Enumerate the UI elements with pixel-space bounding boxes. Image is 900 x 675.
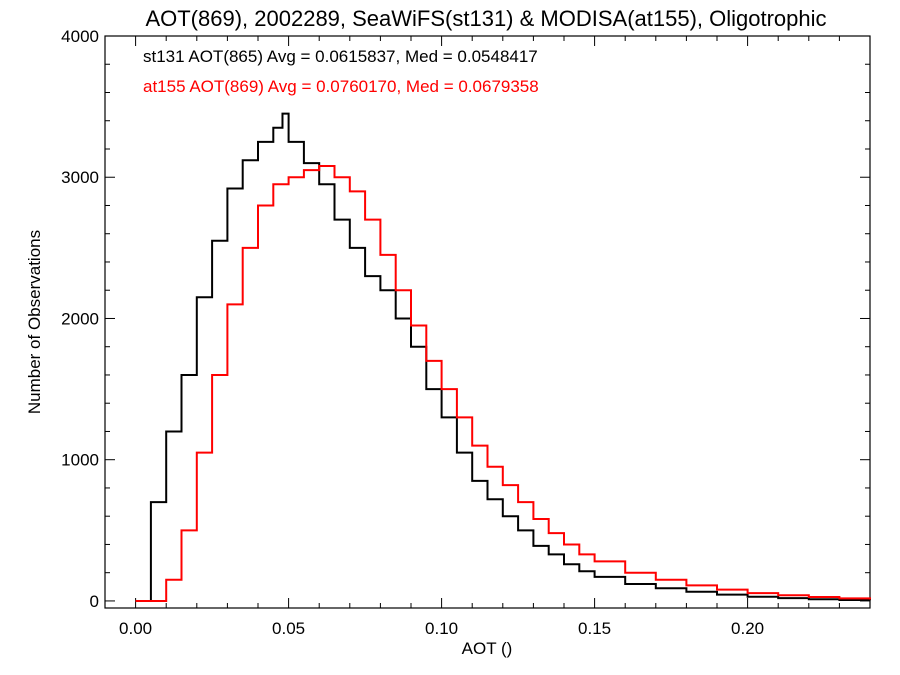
series-line-st131 [135,112,871,602]
x-axis-title: AOT () [462,639,513,658]
plot-frame [104,35,871,609]
y-tick-label: 0 [90,592,99,611]
y-tick-label: 3000 [61,168,99,187]
x-tick-label: 0.10 [425,619,458,638]
series-line-at155 [135,164,871,602]
y-tick-label: 1000 [61,451,99,470]
chart-title: AOT(869), 2002289, SeaWiFS(st131) & MODI… [145,6,826,31]
x-tick-label: 0.05 [272,619,305,638]
y-axis-title: Number of Observations [25,230,44,414]
series-layer [135,112,871,602]
y-tick-label: 4000 [61,27,99,46]
axis-ticks: 0.00 0.05 0.10 0.15 0.20 0 1000 2000 3000 4000 [61,27,871,638]
y-tick-label: 2000 [61,309,99,328]
legend-entry-st131: st131 AOT(865) Avg = 0.0615837, Med = 0.… [143,47,538,66]
x-tick-label: 0.20 [731,619,764,638]
legend-entry-at155: at155 AOT(869) Avg = 0.0760170, Med = 0.… [143,77,539,96]
x-tick-label: 0.00 [119,619,152,638]
x-tick-label: 0.15 [578,619,611,638]
